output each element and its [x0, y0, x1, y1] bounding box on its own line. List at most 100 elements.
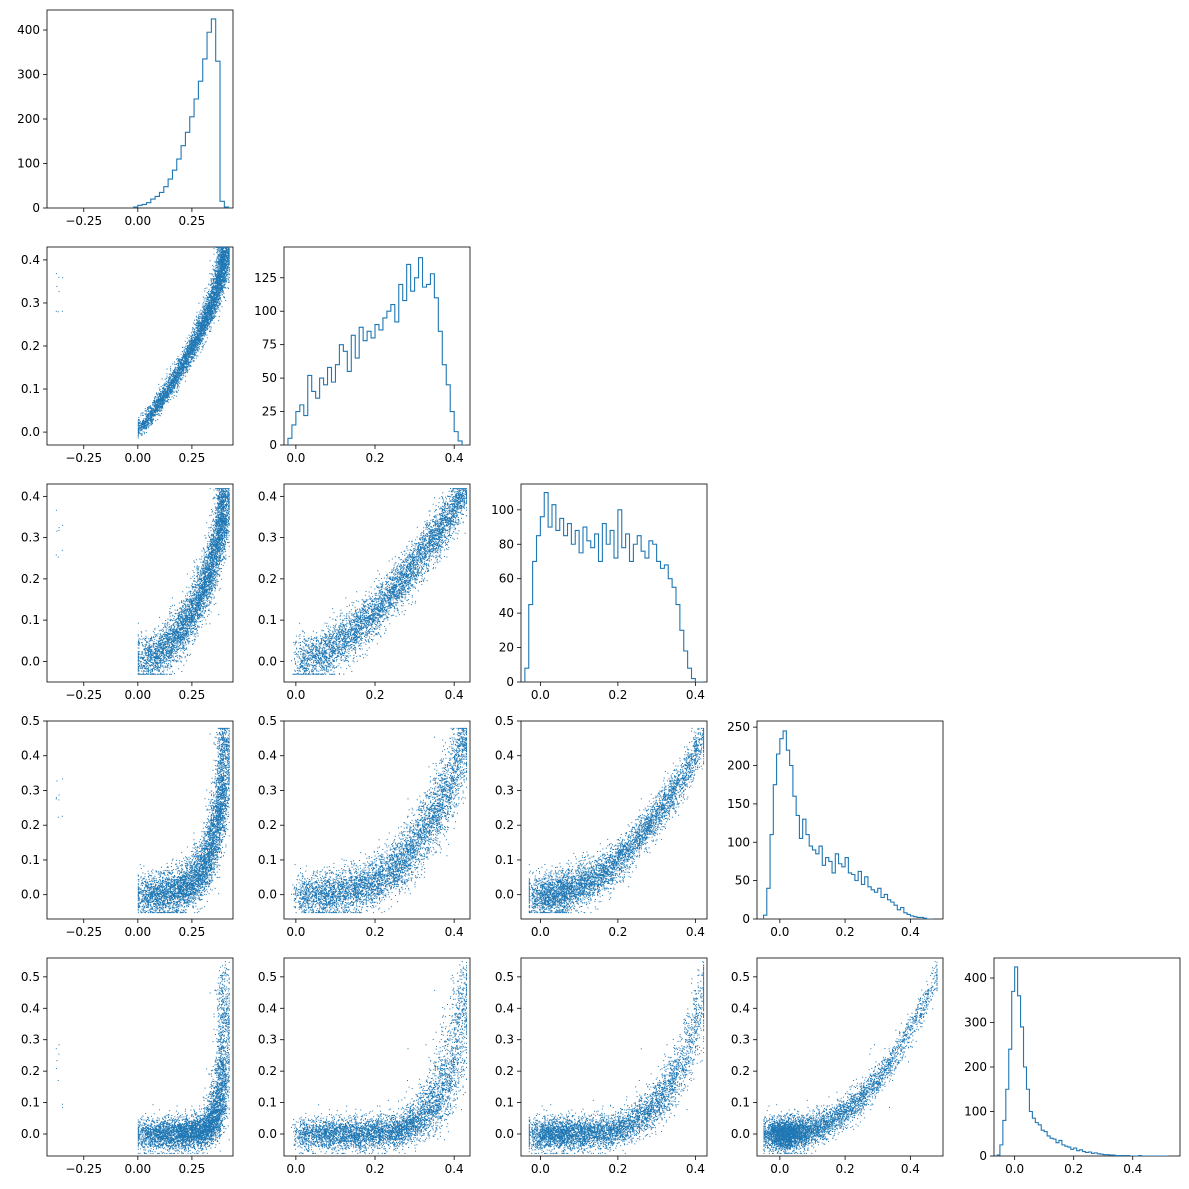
- y-tick-label: 0.2: [21, 572, 40, 586]
- x-tick-label: 0.2: [365, 1162, 384, 1176]
- x-tick-label: 0.0: [770, 1162, 789, 1176]
- y-tick-label: 0.0: [21, 1127, 40, 1141]
- y-tick-label: 0.2: [258, 1064, 277, 1078]
- y-tick-label: 0.4: [495, 1001, 514, 1015]
- y-tick-label: 0: [269, 438, 277, 452]
- y-tick-label: 0.0: [258, 1127, 277, 1141]
- y-tick-label: 40: [499, 606, 514, 620]
- scatter-points: [291, 488, 467, 675]
- x-tick-label: 0.4: [901, 1162, 920, 1176]
- x-tick-label: 0.0: [531, 688, 550, 702]
- y-tick-label: 100: [727, 835, 750, 849]
- y-tick-label: 125: [254, 271, 277, 285]
- y-tick-label: 0.2: [731, 1064, 750, 1078]
- x-tick-label: 0.0: [286, 451, 305, 465]
- y-tick-label: 0.0: [495, 888, 514, 902]
- x-tick-label: 0.00: [124, 688, 151, 702]
- x-tick-label: 0.0: [770, 925, 789, 939]
- y-tick-label: 0.2: [21, 339, 40, 353]
- x-tick-label: 0.2: [608, 688, 627, 702]
- y-tick-label: 0.4: [258, 749, 277, 763]
- scatter-panel-4-0: −0.25 0.00 0.25 0.0 0.1 0.2 0.3 0.4 0.5: [21, 957, 234, 1176]
- y-tick-label: 0.0: [731, 1127, 750, 1141]
- y-tick-label: 400: [17, 23, 40, 37]
- x-tick-label: 0.00: [124, 214, 151, 228]
- y-tick-label: 0.4: [258, 489, 277, 503]
- x-tick-label: −0.25: [65, 925, 102, 939]
- y-tick-label: 200: [17, 112, 40, 126]
- y-tick-label: 0.4: [258, 1001, 277, 1015]
- y-tick-label: 0.2: [258, 818, 277, 832]
- y-tick-label: 0.3: [258, 531, 277, 545]
- histogram-step: [132, 18, 230, 208]
- y-tick-label: 0.3: [21, 531, 40, 545]
- x-tick-label: 0.4: [1123, 1162, 1142, 1176]
- scatter-panel-3-1: 0.0 0.2 0.4 0.0 0.1 0.2 0.3 0.4 0.5: [258, 714, 471, 939]
- y-tick-label: 150: [727, 797, 750, 811]
- x-tick-label: 0.4: [445, 1162, 464, 1176]
- scatter-points: [291, 727, 467, 914]
- x-tick-label: −0.25: [65, 451, 102, 465]
- x-tick-label: 0.2: [1064, 1162, 1083, 1176]
- y-tick-label: 0.4: [21, 749, 40, 763]
- x-tick-label: 0.4: [445, 925, 464, 939]
- y-tick-label: 0.2: [258, 572, 277, 586]
- x-tick-label: 0.0: [286, 925, 305, 939]
- y-tick-label: 0.3: [258, 1033, 277, 1047]
- x-tick-label: 0.0: [531, 925, 550, 939]
- histogram-panel-2: 0.0 0.2 0.4 0 20 40 60 80 100: [491, 483, 708, 702]
- y-tick-label: 0: [506, 675, 514, 689]
- y-tick-label: 0.5: [258, 714, 277, 728]
- y-tick-label: 0.3: [495, 783, 514, 797]
- scatter-panel-3-2: 0.0 0.2 0.4 0.0 0.1 0.2 0.3 0.4 0.5: [495, 714, 708, 939]
- y-tick-label: 0.3: [258, 783, 277, 797]
- y-tick-label: 0.4: [21, 489, 40, 503]
- y-tick-label: 100: [491, 503, 514, 517]
- y-tick-label: 0.1: [258, 853, 277, 867]
- histogram-step: [762, 730, 934, 919]
- y-tick-label: 100: [254, 304, 277, 318]
- y-tick-label: 0.5: [21, 970, 40, 984]
- y-tick-label: 300: [964, 1016, 987, 1030]
- scatter-panel-4-2: 0.0 0.2 0.4 0.0 0.1 0.2 0.3 0.4 0.5: [495, 957, 708, 1176]
- x-tick-label: 0.2: [365, 925, 384, 939]
- y-tick-label: 0.4: [21, 1001, 40, 1015]
- axes-frame: [756, 957, 944, 1157]
- axes-frame: [46, 246, 234, 446]
- y-tick-label: 0.3: [21, 296, 40, 310]
- y-tick-label: 0.1: [21, 853, 40, 867]
- axes-frame: [993, 957, 1181, 1157]
- y-tick-label: 0.5: [495, 970, 514, 984]
- scatter-panel-2-1: 0.0 0.2 0.4 0.0 0.1 0.2 0.3 0.4: [258, 483, 471, 702]
- x-tick-label: 0.25: [179, 214, 206, 228]
- x-tick-label: 0.25: [179, 1162, 206, 1176]
- y-tick-label: 0.3: [495, 1033, 514, 1047]
- axes-frame: [520, 720, 708, 920]
- scatter-points: [55, 247, 230, 439]
- y-tick-label: 0.1: [495, 853, 514, 867]
- scatter-panel-4-1: 0.0 0.2 0.4 0.0 0.1 0.2 0.3 0.4 0.5: [258, 957, 471, 1176]
- y-tick-label: 60: [499, 572, 514, 586]
- y-tick-label: 0.2: [495, 818, 514, 832]
- histogram-step: [287, 257, 467, 445]
- y-tick-label: 400: [964, 971, 987, 985]
- histogram-panel-3: 0.0 0.2 0.4 0 50 100 150 200 250: [727, 720, 944, 939]
- axes-frame: [46, 720, 234, 920]
- axes-frame: [283, 957, 471, 1157]
- x-tick-label: 0.4: [686, 925, 705, 939]
- scatter-points: [763, 961, 938, 1154]
- axes-frame: [46, 9, 234, 209]
- y-tick-label: 0.5: [731, 970, 750, 984]
- y-tick-label: 100: [964, 1105, 987, 1119]
- x-tick-label: 0.0: [531, 1162, 550, 1176]
- x-tick-label: 0.25: [179, 925, 206, 939]
- y-tick-label: 75: [262, 338, 277, 352]
- y-tick-label: 0.5: [21, 714, 40, 728]
- x-tick-label: 0.2: [365, 451, 384, 465]
- scatter-points: [528, 961, 705, 1154]
- x-tick-label: 0.00: [124, 451, 151, 465]
- scatter-panel-3-0: −0.25 0.00 0.25 0.0 0.1 0.2 0.3 0.4 0.5: [21, 714, 234, 939]
- x-tick-label: 0.4: [686, 688, 705, 702]
- y-tick-label: 0.0: [21, 888, 40, 902]
- y-tick-label: 0.2: [21, 1064, 40, 1078]
